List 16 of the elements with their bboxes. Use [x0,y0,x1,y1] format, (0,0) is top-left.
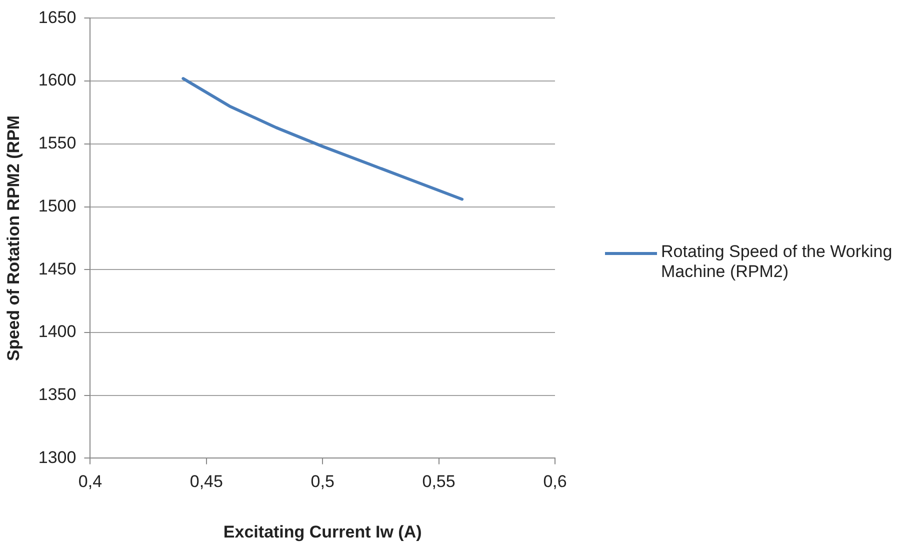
x-axis-title: Excitating Current Iw (A) [223,522,422,542]
y-tick-label: 1350 [38,385,76,404]
x-tick-label: 0,6 [543,472,567,492]
y-tick-label: 1300 [38,448,76,467]
y-tick-label: 1650 [38,8,76,27]
y-tick-label: 1400 [38,322,76,342]
y-axis-title: Speed of Rotation RPM2 (RPM [4,115,23,361]
y-tick-label: 1500 [38,196,76,216]
legend-label: Rotating Speed of the Working Machine (RPM2) [661,242,894,282]
x-tick-label: 0,45 [190,472,223,492]
y-tick-label: 1550 [38,134,76,153]
x-tick-label: 0,4 [78,472,102,492]
x-tick-label: 0,5 [310,472,334,492]
y-tick-label: 1450 [38,259,76,278]
y-tick-label: 1600 [38,70,76,90]
x-tick-label: 0,55 [422,472,456,492]
